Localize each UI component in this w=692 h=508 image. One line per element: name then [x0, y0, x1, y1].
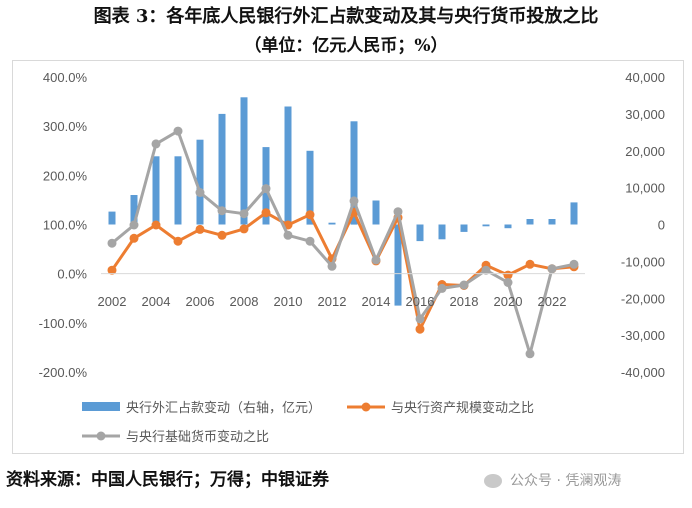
- base-money-ratio-point-2015: [393, 207, 403, 217]
- bar-2002: [108, 211, 116, 225]
- base-money-ratio-point-2008: [239, 209, 249, 219]
- asset-ratio-point-2005: [173, 236, 183, 246]
- legend-marker-line1: [361, 402, 371, 412]
- bar-2008: [240, 97, 248, 225]
- asset-ratio-point-2004: [151, 220, 161, 230]
- base-money-ratio-point-2014: [371, 255, 381, 265]
- asset-ratio-point-2020: [503, 270, 513, 280]
- asset-ratio-point-2008: [239, 224, 249, 234]
- base-money-ratio-point-2007: [217, 206, 227, 216]
- base-money-ratio-line: [111, 129, 575, 356]
- base-money-ratio-point-2022: [547, 264, 557, 274]
- base-money-ratio-point-2012: [327, 261, 337, 271]
- x-tick-2008: 2008: [230, 294, 259, 309]
- right-axis-tick: 0: [658, 218, 665, 233]
- base-money-ratio-point-2016: [415, 314, 425, 324]
- base-money-ratio-point-2017: [437, 283, 447, 293]
- x-tick-2014: 2014: [362, 294, 391, 309]
- bar-2003: [130, 195, 138, 225]
- asset-ratio-point-2006: [195, 224, 205, 234]
- base-money-ratio-point-2023: [569, 259, 579, 269]
- x-tick-2016: 2016: [406, 294, 435, 309]
- watermark: 公众号 · 凭澜观涛: [484, 470, 621, 490]
- chart-svg: 2002 2004 2006 2008 2010 2012 2014 2016 2018 2020…: [39, 70, 665, 444]
- bar-2005: [174, 156, 182, 225]
- base-money-ratio-point-2018: [459, 280, 469, 290]
- base-money-ratio-point-2003: [129, 220, 139, 230]
- bar-2012: [328, 222, 336, 225]
- x-tick-2012: 2012: [318, 294, 347, 309]
- asset-ratio-point-2007: [217, 230, 227, 240]
- left-axis-tick: 200.0%: [43, 168, 88, 183]
- bar-2016: [416, 224, 424, 242]
- left-axis-tick: 100.0%: [43, 218, 88, 233]
- bar-2018: [460, 224, 468, 232]
- legend-label-line2: 与央行基础货币变动之比: [126, 429, 269, 444]
- right-axis-tick: -40,000: [621, 365, 665, 380]
- asset-ratio-point-2009: [261, 208, 271, 218]
- base-money-ratio-point-2006: [195, 188, 205, 197]
- bar-2006: [196, 139, 204, 225]
- legend-marker-line2: [96, 431, 106, 441]
- legend-swatch-bar: [82, 402, 120, 411]
- base-money-ratio-point-2011: [305, 236, 315, 246]
- bar-2017: [438, 224, 446, 240]
- bar-2021: [526, 219, 534, 225]
- base-money-ratio-point-2005: [173, 126, 183, 136]
- base-money-ratio-point-2019: [481, 265, 491, 275]
- base-money-ratio-point-2010: [283, 230, 293, 240]
- chart-title: 图表 3：各年底人民银行外汇占款变动及其与央行货币投放之比: [93, 6, 599, 27]
- watermark-text: 公众号 · 凭澜观涛: [510, 473, 622, 489]
- left-axis-tick: 300.0%: [43, 119, 88, 134]
- right-axis-tick: -10,000: [621, 254, 665, 269]
- bar-2015: [394, 224, 402, 306]
- legend-label-bar: 央行外汇占款变动（右轴，亿元）: [126, 400, 321, 415]
- asset-ratio-point-2021: [525, 259, 535, 269]
- x-tick-2018: 2018: [450, 294, 479, 309]
- bar-2010: [284, 106, 292, 225]
- bar-2011: [306, 150, 314, 225]
- chart-subtitle: （单位：亿元人民币；%）: [244, 36, 448, 56]
- base-money-ratio-point-2020: [503, 278, 513, 287]
- bar-2013: [350, 121, 358, 225]
- left-axis-tick: -100.0%: [39, 316, 88, 331]
- right-axis-tick: -30,000: [621, 328, 665, 343]
- right-axis-tick: 20,000: [625, 144, 665, 159]
- asset-ratio-point-2002: [107, 265, 117, 275]
- bar-2020: [504, 224, 512, 229]
- asset-ratio-point-2016: [415, 324, 425, 334]
- right-axis-tick: -20,000: [621, 291, 665, 306]
- right-axis-tick: 40,000: [625, 70, 665, 85]
- left-axis-tick: 0.0%: [57, 267, 87, 282]
- bar-2007: [218, 113, 226, 225]
- bar-2022: [548, 219, 556, 225]
- base-money-ratio-point-2002: [107, 238, 117, 248]
- base-money-ratio-point-2013: [349, 196, 359, 206]
- asset-ratio-point-2003: [129, 233, 139, 243]
- bar-2019: [482, 224, 490, 227]
- right-axis-tick: 30,000: [625, 107, 665, 122]
- left-axis-tick: 400.0%: [43, 70, 88, 85]
- x-tick-2002: 2002: [98, 294, 127, 309]
- asset-ratio-point-2011: [305, 210, 315, 220]
- right-axis-tick: 10,000: [625, 181, 665, 196]
- bar-2014: [372, 200, 380, 225]
- base-money-ratio-point-2004: [151, 139, 161, 149]
- left-axis-tick: -200.0%: [39, 365, 88, 380]
- legend-label-line1: 与央行资产规模变动之比: [391, 400, 534, 415]
- base-money-ratio-point-2009: [261, 184, 271, 194]
- x-tick-2006: 2006: [186, 294, 215, 309]
- chart-area: 2002 2004 2006 2008 2010 2012 2014 2016 2018 2020…: [12, 60, 684, 454]
- x-tick-2020: 2020: [494, 294, 523, 309]
- x-tick-2022: 2022: [538, 294, 567, 309]
- x-tick-2004: 2004: [142, 294, 171, 309]
- bar-2004: [152, 156, 160, 225]
- base-money-ratio-point-2021: [525, 349, 535, 359]
- bar-2023: [570, 202, 578, 225]
- x-tick-2010: 2010: [274, 294, 303, 309]
- wechat-icon: [484, 474, 502, 488]
- source-note: 资料来源：中国人民银行；万得；中银证券: [6, 470, 329, 490]
